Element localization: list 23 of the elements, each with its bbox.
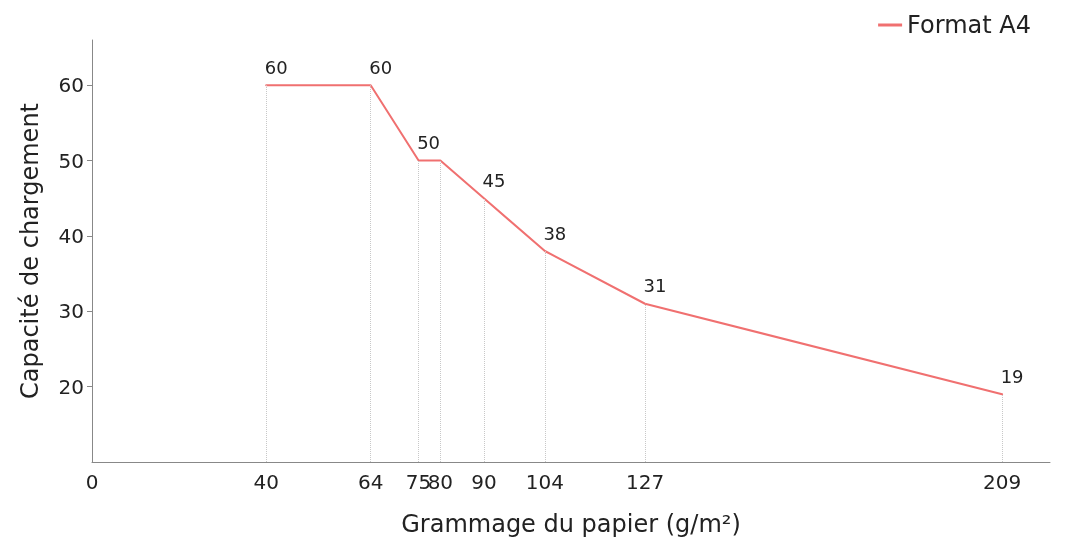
data-label: 38 [543, 222, 567, 244]
line-series [265, 84, 1004, 396]
y-tick-label: 40 [58, 223, 84, 248]
data-label: 60 [264, 56, 288, 78]
y-tick-label: 50 [58, 148, 84, 173]
data-label: 45 [482, 169, 506, 191]
legend-label: Format A4 [907, 11, 1031, 39]
data-label: 19 [1000, 365, 1024, 387]
y-tick-label: 60 [58, 73, 84, 98]
x-tick-label: 90 [471, 470, 497, 494]
x-axis-title: Grammage du papier (g/m²) [401, 510, 741, 538]
x-tick-label: 209 [983, 470, 1022, 494]
x-tick-label: 104 [525, 470, 564, 494]
data-label: 60 [369, 56, 393, 78]
x-tick-label: 0 [85, 470, 99, 494]
y-tick-label: 20 [58, 374, 84, 399]
x-tick-label: 40 [253, 470, 279, 494]
x-tick-label: 127 [625, 470, 665, 494]
data-label: 31 [643, 275, 667, 297]
data-label: 50 [417, 132, 441, 154]
y-tick-label: 30 [58, 299, 84, 324]
x-tick-label: 64 [357, 470, 384, 494]
y-axis-title: Capacité de chargement [16, 102, 44, 400]
